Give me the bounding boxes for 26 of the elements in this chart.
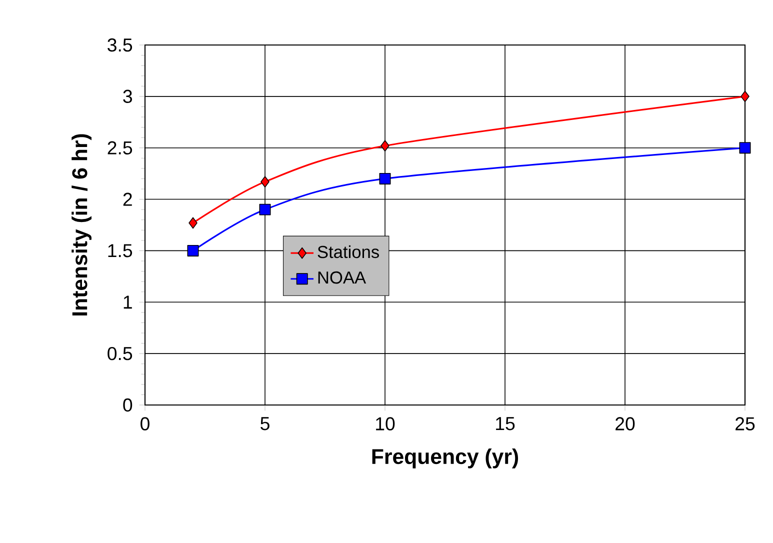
point: [259, 204, 271, 216]
x-axis-title: Frequency (yr): [372, 448, 518, 468]
point: [380, 140, 390, 152]
x-tick-label: 5: [260, 417, 270, 430]
y-tick-label: 1.5: [108, 244, 132, 258]
y-axis-title: Intensity (in / 6 hr): [72, 134, 92, 316]
y-tick-label: 3: [123, 90, 132, 104]
point: [187, 244, 199, 256]
legend-label: Stations: [318, 245, 379, 258]
y-tick-label: 0.5: [108, 346, 132, 360]
point: [379, 172, 391, 184]
x-tick-label: 20: [616, 417, 635, 430]
point: [740, 90, 750, 102]
point: [188, 217, 198, 229]
legend-label: NOAA: [318, 271, 366, 284]
x-tick-label: 10: [376, 417, 395, 430]
y-tick-label: 3.5: [108, 38, 132, 52]
y-tick-label: 2: [123, 192, 132, 206]
x-tick-label: 25: [736, 417, 755, 430]
point: [260, 176, 270, 188]
y-tick-label: 1: [124, 296, 132, 309]
x-tick-label: 15: [496, 417, 515, 430]
x-tick-label: 0: [140, 417, 150, 430]
y-tick-label: 0: [123, 398, 132, 412]
y-tick-label: 2.5: [108, 141, 132, 154]
point: [739, 142, 751, 154]
